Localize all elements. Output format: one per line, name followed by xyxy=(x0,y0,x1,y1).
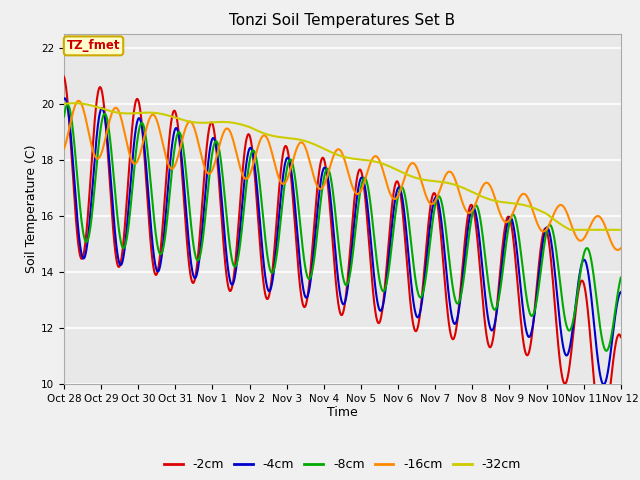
Legend: -2cm, -4cm, -8cm, -16cm, -32cm: -2cm, -4cm, -8cm, -16cm, -32cm xyxy=(159,453,526,476)
Title: Tonzi Soil Temperatures Set B: Tonzi Soil Temperatures Set B xyxy=(229,13,456,28)
Text: TZ_fmet: TZ_fmet xyxy=(67,39,120,52)
X-axis label: Time: Time xyxy=(327,407,358,420)
Y-axis label: Soil Temperature (C): Soil Temperature (C) xyxy=(25,144,38,273)
